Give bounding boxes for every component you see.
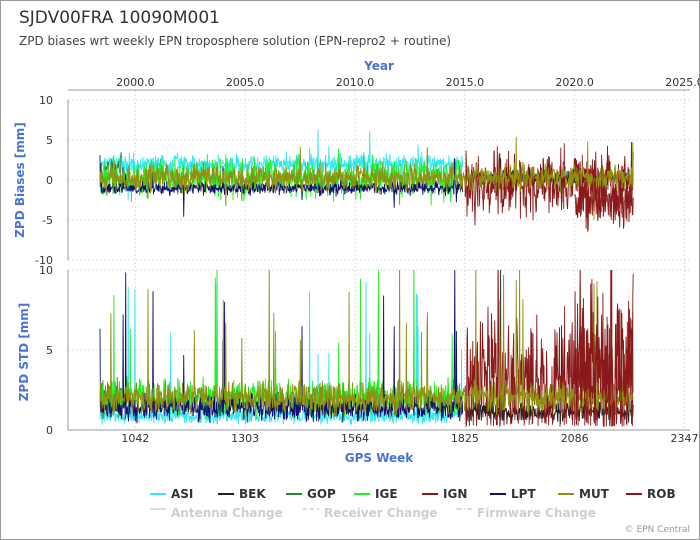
- bias-y-axis-label: ZPD Biases [mm]: [13, 122, 27, 238]
- legend-label-gop: GOP: [307, 487, 336, 501]
- year-tick-label: 2000.0: [116, 76, 155, 89]
- legend-label-ign: IGN: [443, 487, 467, 501]
- year-tick-label: 2005.0: [226, 76, 265, 89]
- y-tick-label: 5: [46, 134, 53, 147]
- bias-series-group: [99, 129, 634, 232]
- legend-label-lpt: LPT: [511, 487, 536, 501]
- series-line-bias-ign: [464, 141, 634, 232]
- grid-lines: [68, 90, 690, 431]
- year-tick-label: 2010.0: [336, 76, 375, 89]
- legend-event-label: Firmware Change: [477, 506, 596, 520]
- legend-label-mut: MUT: [579, 487, 610, 501]
- x-tick-label: 1303: [231, 432, 259, 445]
- y-tick-label: 5: [46, 344, 53, 357]
- y-tick-label: 0: [46, 424, 53, 437]
- tick-labels: 1042 1303 1564 1825 2086 2347 2000.0 2005.0 2010…: [35, 76, 700, 445]
- legend-label-rob: ROB: [647, 487, 676, 501]
- year-tick-label: 2020.0: [555, 76, 594, 89]
- series-line-std-rob: [574, 270, 634, 427]
- chart-title: SJDV00FRA 10090M001: [19, 8, 220, 28]
- std-y-axis-label: ZPD STD [mm]: [17, 303, 31, 402]
- legend-label-asi: ASI: [171, 487, 193, 501]
- x-tick-label: 2347: [671, 432, 699, 445]
- x-tick-label: 1564: [341, 432, 369, 445]
- std-series-group: [99, 270, 634, 428]
- year-tick-label: 2015.0: [446, 76, 485, 89]
- legend-label-ige: IGE: [375, 487, 398, 501]
- x-axis-label: GPS Week: [345, 451, 415, 465]
- axes: [67, 89, 690, 431]
- y-tick-label: -10: [35, 254, 53, 267]
- y-tick-label: 10: [39, 94, 53, 107]
- y-tick-label: 10: [39, 264, 53, 277]
- series-line-std-mut: [99, 270, 634, 417]
- series-line-std-lpt: [99, 270, 464, 424]
- legend-label-bek: BEK: [239, 487, 266, 501]
- y-tick-label: 0: [46, 174, 53, 187]
- year-tick-label: 2025.0: [665, 76, 700, 89]
- x-tick-label: 2086: [561, 432, 589, 445]
- series-line-std-asi: [99, 281, 464, 426]
- series-line-bias-mut: [99, 136, 634, 220]
- y-tick-label: -5: [42, 214, 53, 227]
- series-line-bias-rob: [574, 177, 634, 231]
- chart-subtitle: ZPD biases wrt weekly EPN troposphere so…: [19, 34, 452, 48]
- x-tick-label: 1042: [121, 432, 149, 445]
- top-axis-label: Year: [363, 59, 394, 73]
- legend-event-label: Antenna Change: [171, 506, 283, 520]
- credit-text: © EPN Central: [624, 525, 690, 535]
- x-tick-label: 1825: [451, 432, 479, 445]
- legend-event-label: Receiver Change: [324, 506, 438, 520]
- legend: ASI BEK GOP IGE IGN LPT MUT ROB Antenna Change Re…: [150, 487, 676, 520]
